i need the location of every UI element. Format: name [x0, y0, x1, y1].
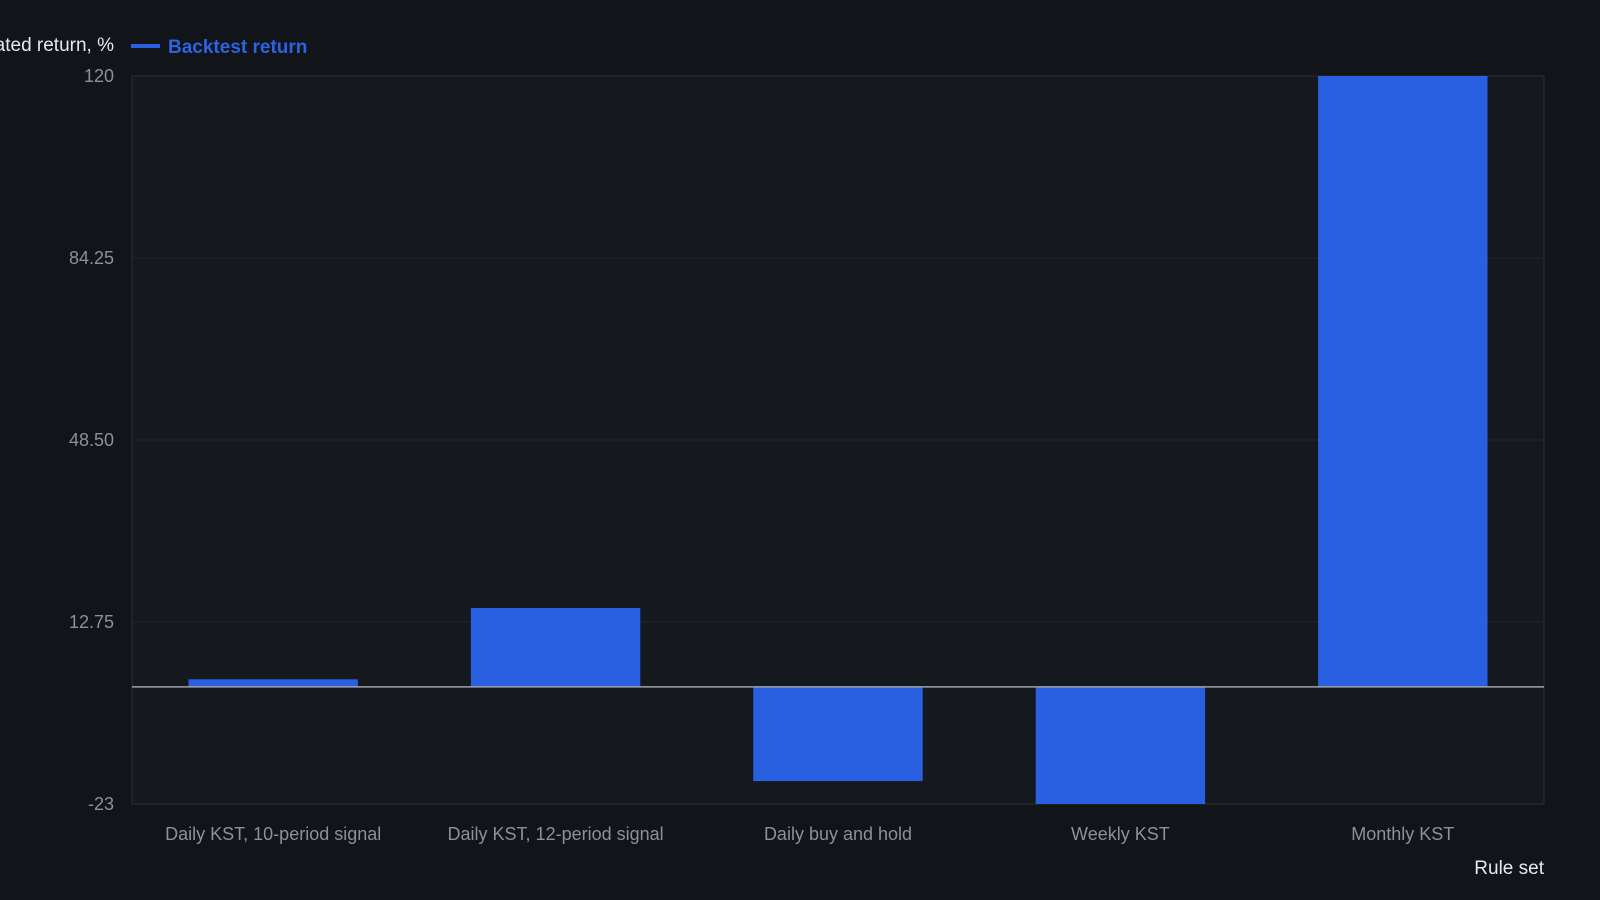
y-axis-ticks: 120 84.25 48.50 12.75 -23: [69, 66, 114, 814]
x-tick-label: Daily KST, 12-period signal: [448, 824, 664, 844]
x-tick-label: Daily buy and hold: [764, 824, 912, 844]
y-tick-label: 84.25: [69, 248, 114, 268]
grid-lines: [132, 257, 1544, 623]
y-axis-title: Simulated return, %: [0, 35, 114, 56]
legend-label: Backtest return: [168, 37, 307, 58]
x-axis-title: Rule set: [1474, 858, 1544, 879]
x-axis-ticks: Daily KST, 10-period signal Daily KST, 12…: [165, 824, 1454, 844]
y-tick-label: -23: [88, 794, 114, 814]
legend: Backtest return: [131, 37, 307, 58]
bar[interactable]: [470, 608, 641, 687]
x-tick-label: Weekly KST: [1071, 824, 1170, 844]
y-tick-label: 48.50: [69, 430, 114, 450]
bar[interactable]: [1318, 76, 1488, 687]
y-tick-label: 120: [84, 66, 114, 86]
bar[interactable]: [1035, 686, 1206, 804]
x-tick-label: Monthly KST: [1351, 824, 1454, 844]
bars: [188, 76, 1488, 804]
bar[interactable]: [188, 679, 358, 687]
y-tick-label: 12.75: [69, 612, 114, 632]
bar[interactable]: [753, 686, 923, 782]
x-tick-label: Daily KST, 10-period signal: [165, 824, 381, 844]
